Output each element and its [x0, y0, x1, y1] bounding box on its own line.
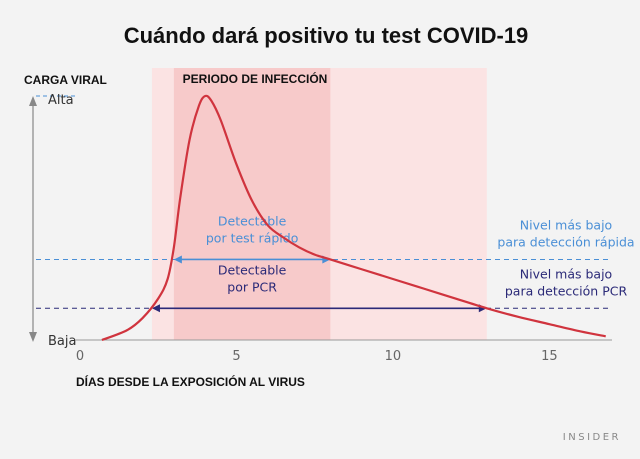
- threshold-label-pcr: para detección PCR: [505, 283, 628, 298]
- y-axis-arrow: [29, 96, 37, 342]
- chart-title: Cuándo dará positivo tu test COVID-19: [124, 23, 529, 48]
- detect-label-pcr: Detectable: [218, 262, 287, 277]
- y-level-low: Baja: [48, 334, 76, 349]
- threshold-label-pcr: Nivel más bajo: [520, 266, 612, 281]
- y-axis-label: CARGA VIRAL: [24, 73, 107, 87]
- shaded-regions: [151, 68, 487, 340]
- series-layer: [101, 94, 606, 342]
- x-tick-label: 15: [541, 349, 558, 364]
- x-tick-label: 0: [76, 349, 84, 364]
- arrowhead-left-rapid: [173, 255, 182, 264]
- detect-label-rapid: Detectable: [218, 213, 287, 228]
- arrowhead-left-pcr: [151, 304, 160, 313]
- x-tick-label: 5: [232, 349, 240, 364]
- x-tick-label: 10: [385, 349, 402, 364]
- viral-load-curve-0: [101, 94, 606, 342]
- threshold-label-rapid: Nivel más bajo: [520, 217, 612, 232]
- x-ticks: 0 5 10 15: [76, 349, 558, 364]
- threshold-label-rapid: para detección rápida: [497, 234, 634, 249]
- detect-label-rapid: por test rápido: [206, 230, 298, 245]
- y-level-high: Alta: [48, 93, 74, 108]
- source-logo: INSIDER: [563, 432, 621, 443]
- detect-label-pcr: por PCR: [227, 279, 277, 294]
- infection-period-band: [173, 68, 331, 340]
- threshold-annotations: Detectable por test rápido Nivel más bajo p…: [151, 213, 635, 313]
- x-axis-label: DÍAS DESDE LA EXPOSICIÓN AL VIRUS: [76, 374, 305, 389]
- infection-period-label: PERIODO DE INFECCIÓN: [183, 71, 328, 86]
